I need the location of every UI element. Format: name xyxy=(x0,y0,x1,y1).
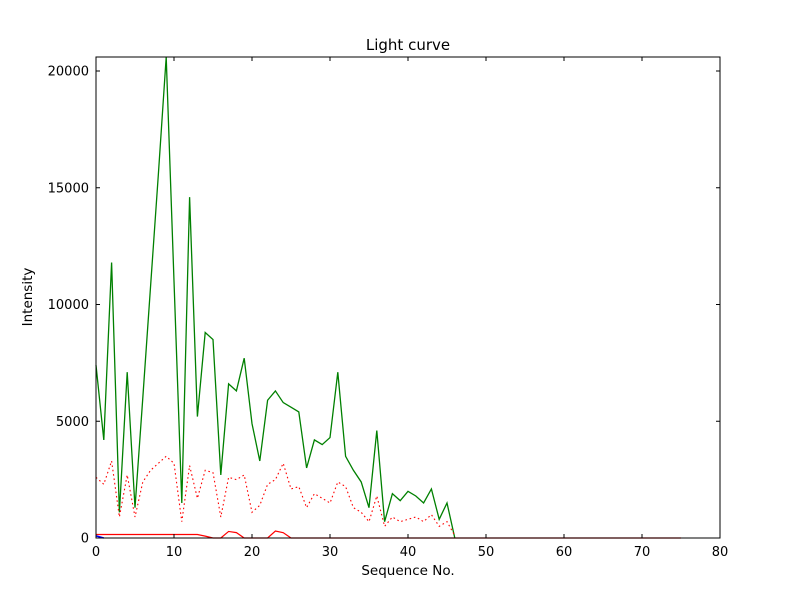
red-dotted-series xyxy=(95,455,456,536)
x-tick-label: 10 xyxy=(166,545,183,560)
x-tick-label: 70 xyxy=(634,545,651,560)
y-tick-label: 0 xyxy=(81,532,89,547)
y-tick-label: 15000 xyxy=(48,181,89,196)
x-tick-label: 0 xyxy=(92,545,100,560)
y-axis-label: Intensity xyxy=(20,267,36,327)
x-tick-label: 30 xyxy=(322,545,339,560)
x-tick-label: 20 xyxy=(244,545,261,560)
x-axis-label: Sequence No. xyxy=(361,563,455,579)
red-solid-series xyxy=(96,530,681,539)
green-solid-series xyxy=(95,56,456,539)
x-tick-label: 50 xyxy=(478,545,495,560)
chart-title: Light curve xyxy=(365,36,451,54)
y-tick-label: 20000 xyxy=(48,65,89,80)
y-tick-label: 5000 xyxy=(56,415,89,430)
x-tick-label: 60 xyxy=(556,545,573,560)
x-tick-label: 40 xyxy=(400,545,417,560)
y-tick-label: 10000 xyxy=(48,298,89,313)
x-tick-label: 80 xyxy=(712,545,729,560)
